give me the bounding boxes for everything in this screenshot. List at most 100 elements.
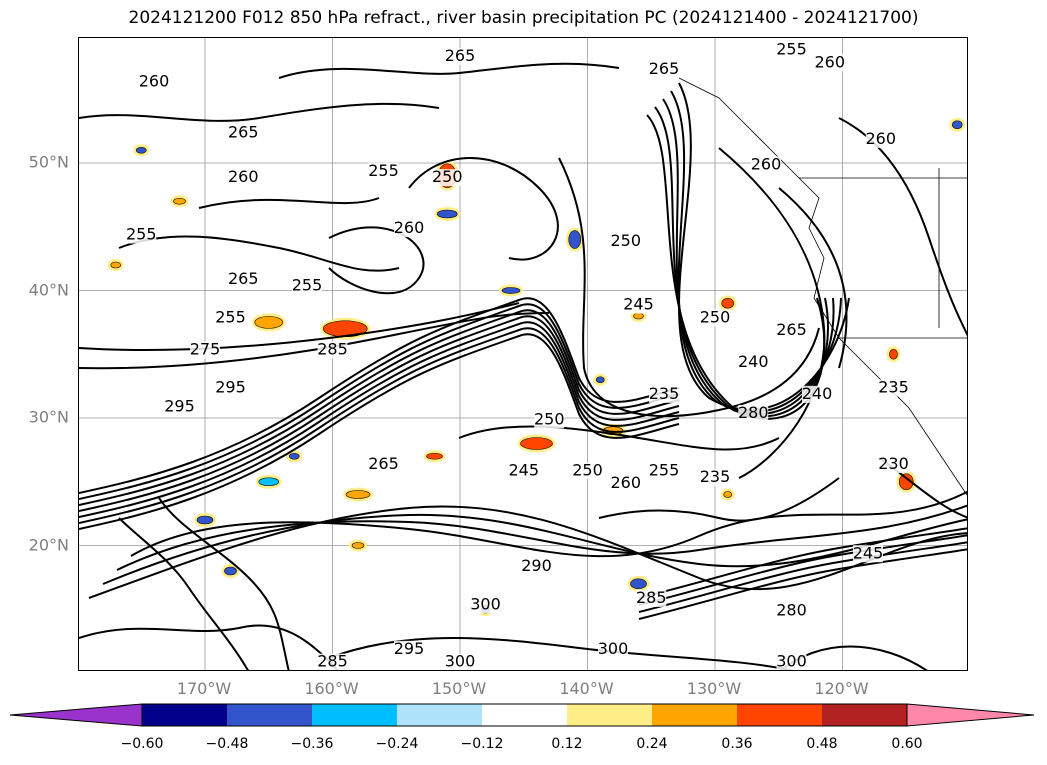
contour-label: 245 [853, 543, 884, 562]
longitude-label: 150°W [431, 679, 487, 698]
contour-label: 260 [610, 473, 641, 492]
colorbar-tick-label: 0.48 [806, 736, 838, 752]
contour-label-bg [649, 385, 679, 403]
contour-line [79, 624, 339, 670]
colorbar-segment [482, 704, 567, 726]
contour-label-bg [610, 475, 641, 493]
contour-line [408, 157, 559, 261]
contour-line [79, 302, 520, 351]
contour-label: 260 [814, 52, 845, 71]
contour-line [638, 534, 967, 606]
contour-label-bg [394, 220, 424, 238]
contour-label-bg [598, 640, 628, 658]
contour-label-bg [368, 456, 399, 473]
contour-label-bg [508, 462, 539, 480]
contour-label-bg [700, 309, 730, 327]
contour-line [778, 187, 848, 369]
contour-line [79, 327, 680, 524]
contour-label-bg [317, 653, 348, 670]
contour-label: 285 [317, 339, 348, 358]
contour-label: 260 [228, 167, 259, 186]
contour-label-bg [394, 640, 424, 658]
contour-label-bg [521, 558, 552, 575]
contour-line [118, 517, 249, 670]
contour-labels: 265 260 260 255 255 250 260 265 255 255 275 285 295 2… [126, 40, 909, 670]
contour-label-bg [776, 41, 807, 59]
contour-label: 275 [190, 339, 221, 358]
colorbar-segment [822, 704, 907, 726]
contour-line [130, 490, 967, 558]
colorbar-extend-max [906, 703, 1035, 727]
latitude-label: 20°N [28, 535, 69, 554]
contour-label: 240 [802, 384, 833, 403]
contour-label: 265 [228, 123, 259, 142]
contour-label: 280 [776, 601, 807, 620]
precip-blob [951, 120, 963, 130]
contour-label-bg [649, 60, 679, 78]
coastline-path [678, 77, 967, 496]
contour-label: 260 [865, 129, 896, 148]
contour-line [116, 504, 967, 571]
contour-label: 265 [368, 454, 399, 473]
colorbar-segment [142, 704, 227, 726]
contour-label-bg [215, 309, 246, 327]
contour-label-bg [228, 124, 259, 142]
colorbar [10, 703, 1035, 727]
contour-label: 265 [445, 46, 476, 65]
precip-blob [436, 209, 458, 219]
precip-blob [898, 473, 914, 491]
contour-line [79, 321, 680, 518]
colorbar-tick-label: 0.36 [721, 736, 753, 752]
contour-label: 230 [878, 454, 909, 473]
precip-blob [426, 452, 443, 460]
contour-line [79, 309, 680, 506]
contour-line [79, 315, 680, 512]
precip-blob [520, 437, 553, 450]
colorbar-segment [397, 704, 482, 726]
contour-label: 255 [215, 307, 246, 326]
colorbar-tick-label: −0.60 [120, 736, 164, 752]
precip-blob [254, 316, 284, 329]
colorbar-outline [141, 703, 908, 727]
colorbar-tick-label: −0.12 [460, 736, 504, 752]
contour-line [79, 312, 550, 370]
contour-label-bg [215, 379, 246, 397]
contour-label: 250 [572, 460, 603, 479]
contour-line [558, 157, 820, 418]
contour-line [838, 117, 967, 337]
precip-blob [351, 542, 365, 549]
contour-label: 295 [394, 639, 425, 658]
contour-line [598, 477, 840, 522]
contour-label-bg [776, 602, 807, 620]
coastline [678, 77, 967, 496]
longitude-label: 120°W [814, 679, 869, 698]
contour-line [638, 541, 967, 613]
contour-line [88, 505, 967, 599]
contour-line [79, 102, 440, 122]
contour-label-bg [738, 354, 769, 371]
contour-label-bg [139, 73, 169, 91]
contour-label: 235 [649, 384, 680, 403]
contour-label-bg [292, 277, 322, 295]
precip-blob [723, 491, 733, 498]
contour-label: 255 [292, 276, 323, 295]
contour-label-bg [445, 48, 475, 65]
contour-label-bg [865, 130, 896, 148]
precip-blob [110, 261, 122, 269]
contour-label: 235 [878, 378, 909, 397]
contour-label: 265 [228, 269, 259, 288]
contour-label-bg [610, 232, 641, 250]
contour-label-bg [432, 169, 463, 187]
contour-label-bg [853, 545, 883, 563]
latitude-label: 50°N [28, 152, 69, 172]
contour-line [328, 226, 425, 295]
contour-label-bg [802, 385, 832, 403]
latitude-label: 40°N [28, 280, 69, 299]
contour-line [458, 425, 780, 451]
contour-label: 250 [534, 409, 565, 428]
contour-line [79, 303, 680, 500]
contour-label: 260 [394, 218, 425, 237]
colorbar-segment [737, 704, 822, 726]
map-title: 2024121200 F012 850 hPa refract., river … [128, 8, 919, 28]
colorbar-segment [567, 704, 652, 726]
